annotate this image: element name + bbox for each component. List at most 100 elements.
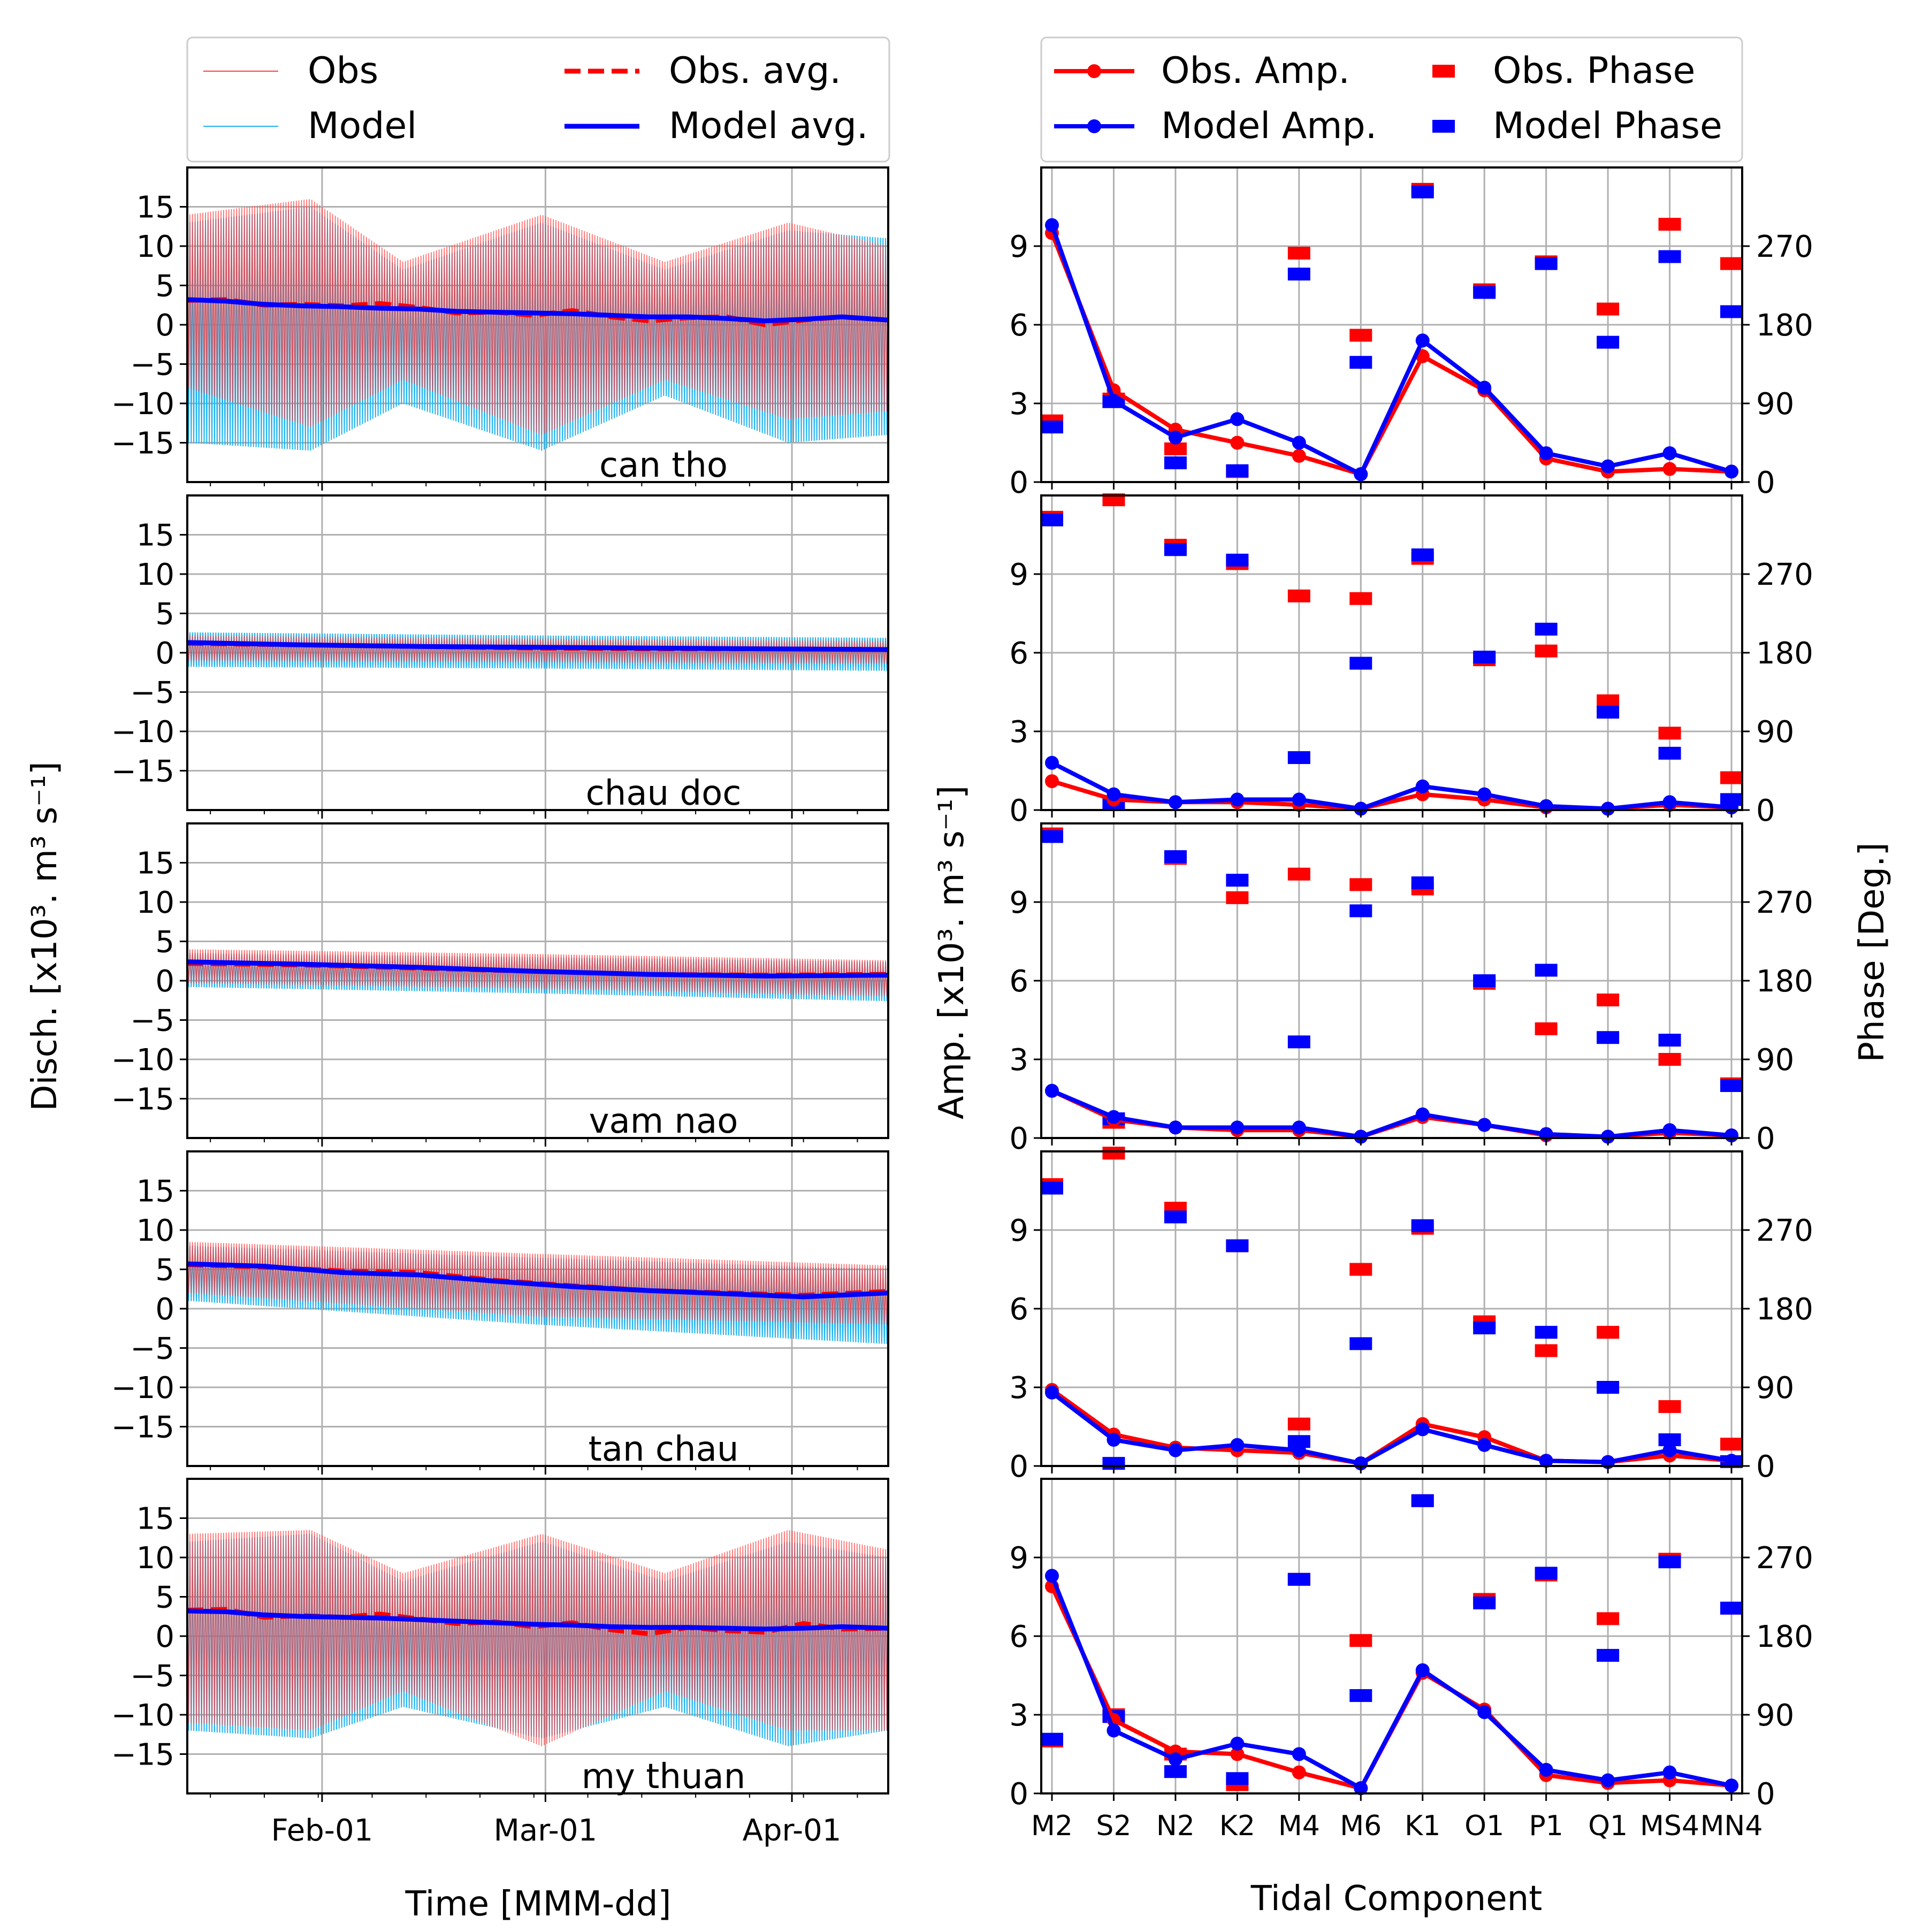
obs-amp-point [1045,774,1059,789]
model-phase-marker [1535,622,1558,636]
model-amp-point [1045,218,1059,232]
obs-phase-marker [1226,891,1249,904]
obs-series-line [187,1530,889,1746]
obs-phase-marker [1658,727,1681,740]
model-phase-marker [1411,876,1434,890]
phase-tick-label: 180 [1756,1292,1813,1327]
model-avg-line [187,1261,889,1300]
right-phase-axis-label: Phase [Deg.] [1852,843,1892,1063]
model-amp-point [1045,1385,1059,1400]
left-x-axis-label: Time [MMM-dd] [405,1884,672,1924]
x-tick-label: Mar-01 [494,1813,598,1848]
obs-phase-marker [1597,993,1620,1006]
model-phase-marker [1226,1772,1249,1785]
obs-phase-marker [1658,1400,1681,1413]
model-amp-point [1292,1747,1306,1761]
phase-tick-label: 270 [1756,1213,1813,1248]
model-amp-point [1477,787,1492,801]
component-tick-label: M6 [1340,1810,1382,1842]
model-phase-marker [1597,1381,1620,1394]
model-amp-point [1107,394,1121,408]
model-phase-marker [1535,1326,1558,1339]
y-tick-label: −5 [130,348,174,383]
model-amp-point [1477,1118,1492,1132]
model-amp-point [1292,1120,1306,1135]
left-legend: Obs Model Obs. avg. Model avg. [186,36,890,163]
model-amp-point [1539,1762,1553,1777]
model-phase-marker [1226,1239,1249,1253]
y-tick-label: −15 [111,426,174,461]
y-tick-label: 0 [155,1292,174,1327]
model-phase-marker [1411,548,1434,562]
timeseries-panel-vam-nao: 15 10 5 0 −5 −10 −15 vam nao [111,822,889,1147]
model-amp-point [1230,792,1245,807]
model-amp-point [1168,1752,1182,1767]
model-amp-point [1477,1438,1492,1452]
model-amp-point [1662,1765,1677,1780]
amp-tick-label: 9 [1009,558,1028,592]
model-phase-marker [1226,553,1249,567]
amp-tick-label: 3 [1009,1043,1028,1078]
obs-phase-marker [1597,1612,1620,1625]
phase-tick-label: 270 [1756,558,1813,592]
obs-phase-marker [1597,302,1620,316]
model-amp-point [1415,1663,1430,1677]
legend-model-phase-marker [1432,120,1455,133]
obs-phase-marker [1349,878,1372,891]
obs-phase-marker [1349,592,1372,605]
station-label: tan chau [589,1430,739,1469]
model-phase-marker [1349,656,1372,670]
model-amp-point [1601,1773,1615,1788]
obs-phase-marker [1102,1147,1125,1160]
obs-phase-marker [1349,1634,1372,1647]
obs-phase-marker [1287,589,1310,602]
right-amp-axis-label: Amp. [x10³. m³ s⁻¹] [932,785,972,1119]
model-amp-point [1045,755,1059,770]
model-amp-point [1415,1422,1430,1437]
y-tick-label: 10 [136,1541,174,1576]
y-tick-label: 5 [155,1580,174,1615]
model-amp-line [1050,1575,1732,1791]
left-y-axis-label: Disch. [x10³. m³ s⁻¹] [25,761,65,1111]
model-phase-marker [1658,1034,1681,1047]
y-tick-label: −5 [130,1332,174,1366]
obs-phase-marker [1287,247,1310,260]
phase-tick-label: 180 [1756,636,1813,671]
model-amp-point [1292,1443,1306,1457]
obs-phase-marker [1287,1417,1310,1431]
model-phase-marker [1041,830,1063,843]
obs-amp-point [1662,462,1677,476]
model-amp-point [1107,1723,1121,1738]
obs-phase-marker [1287,867,1310,881]
model-amp-point [1230,1736,1245,1751]
model-series-line [187,632,889,671]
obs-phase-marker [1658,218,1681,231]
legend-model-avg-label: Model avg. [669,105,868,147]
y-tick-label: −10 [111,1371,174,1406]
y-tick-label: 10 [136,1213,174,1248]
model-amp-point [1477,1705,1492,1720]
y-tick-label: 10 [136,230,174,264]
model-phase-marker [1164,1210,1187,1224]
model-amp-line [1051,1089,1732,1139]
model-phase-marker [1287,1035,1310,1049]
y-tick-label: 5 [155,597,174,632]
phase-tick-label: 0 [1756,1121,1775,1156]
obs-amp-point [1230,436,1245,450]
model-amp-point [1045,1569,1059,1583]
model-phase-marker [1349,904,1372,918]
component-tick-label: K1 [1405,1810,1440,1842]
component-tick-label: O1 [1464,1810,1504,1842]
model-phase-marker [1535,1567,1558,1580]
obs-phase-marker [1535,1344,1558,1357]
obs-amp-point [1292,1765,1306,1780]
model-amp-point [1168,430,1182,445]
model-amp-point [1292,436,1306,450]
obs-phase-marker [1164,442,1187,455]
amp-tick-label: 9 [1009,885,1028,920]
model-amp-point [1230,412,1245,426]
component-tick-label: Q1 [1588,1810,1628,1842]
phase-tick-label: 90 [1756,387,1794,422]
